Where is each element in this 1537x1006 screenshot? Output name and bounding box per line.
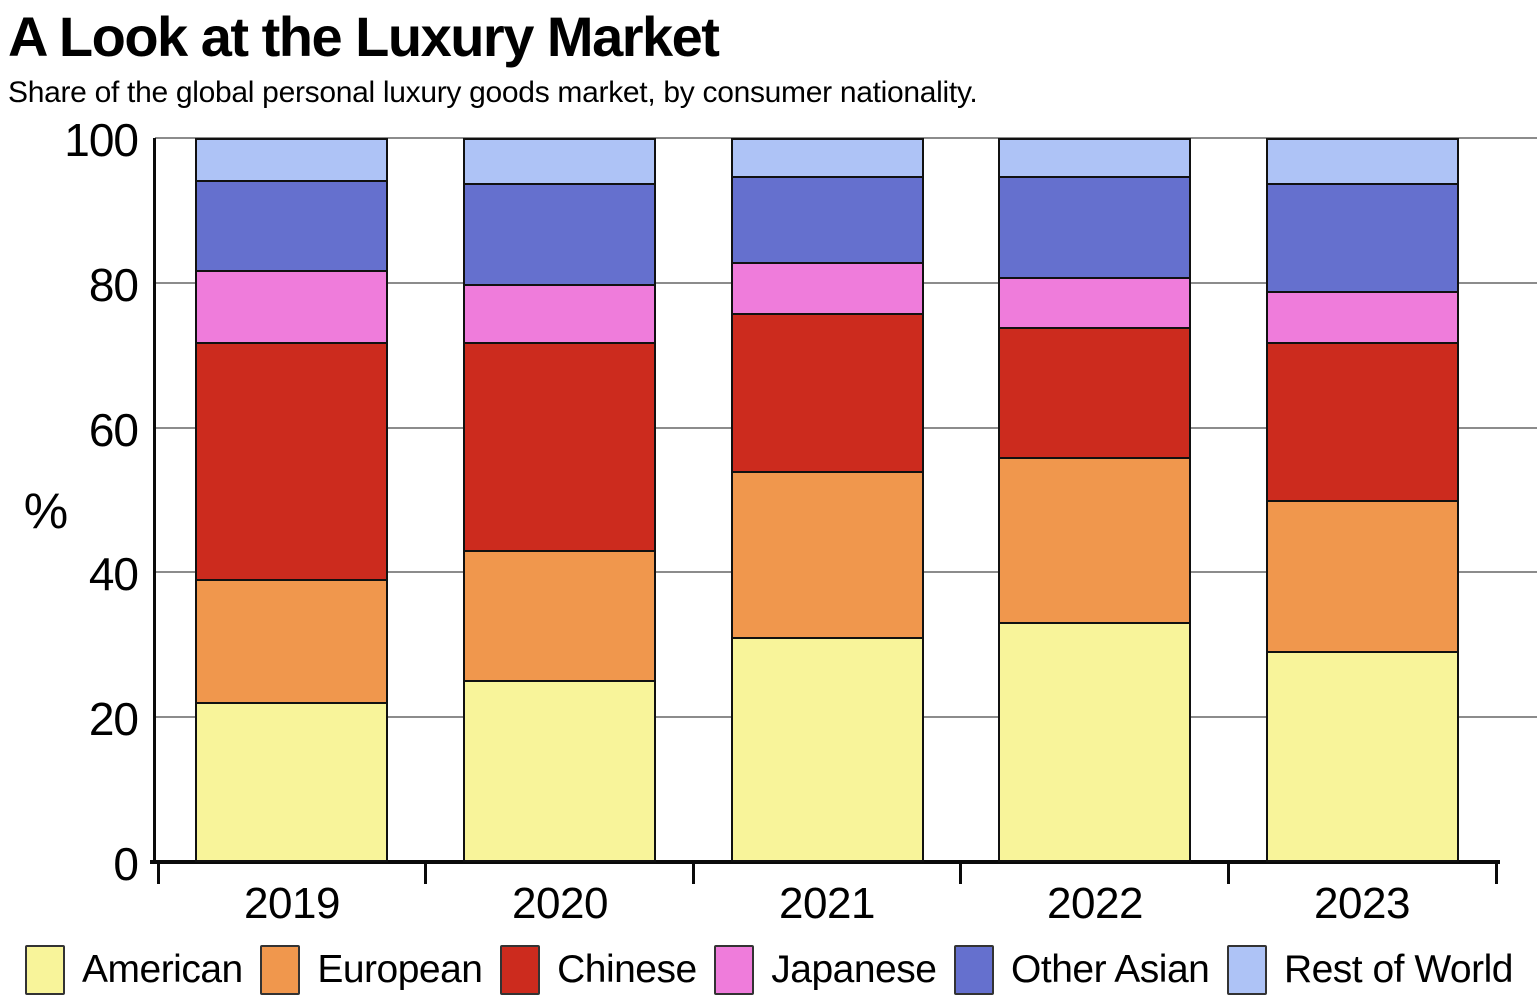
bar-segment-2019-european: [197, 579, 386, 702]
x-axis-tick: [157, 862, 160, 884]
bar-segment-2021-european: [733, 471, 922, 637]
bar-segment-2021-american: [733, 636, 922, 860]
legend-label: Rest of World: [1283, 948, 1514, 991]
x-axis-tick: [1227, 862, 1230, 884]
y-tick-label: 80: [88, 259, 139, 311]
y-axis-title: %: [23, 483, 69, 539]
x-tick-label-2019: 2019: [244, 879, 340, 928]
bar-segment-2019-japanese: [197, 269, 386, 342]
bar-segment-2022-japanese: [1000, 276, 1189, 328]
x-tick-label-2021: 2021: [779, 879, 875, 928]
legend-swatch: [954, 945, 995, 995]
y-tick-label: 40: [88, 548, 139, 600]
bar-segment-2023-japanese: [1268, 291, 1457, 342]
legend-item-other-asian: Other Asian: [954, 945, 1210, 995]
bar-segment-2023-chinese: [1268, 341, 1457, 500]
bar-segment-2019-other-asian: [197, 179, 386, 270]
bar-segment-2022-other-asian: [1000, 176, 1189, 277]
bar-segment-2020-japanese: [465, 283, 654, 342]
x-axis-tick: [959, 862, 962, 884]
bar-segment-2020-rest-of-world: [465, 140, 654, 184]
x-tick-label-2023: 2023: [1314, 879, 1410, 928]
legend-swatch: [25, 945, 65, 995]
legend-item-japanese: Japanese: [714, 945, 937, 995]
bar-segment-2020-european: [465, 550, 654, 680]
legend-label: Chinese: [557, 948, 697, 991]
bar-segment-2020-chinese: [465, 341, 654, 551]
y-tick-label: 0: [113, 838, 139, 890]
bar-segment-2021-other-asian: [733, 176, 922, 263]
x-axis-line: [150, 860, 1500, 864]
chart-title: A Look at the Luxury Market: [8, 5, 720, 68]
x-tick-label-2020: 2020: [512, 879, 608, 928]
bar-segment-2023-european: [1268, 499, 1457, 652]
bar-segment-2019-american: [197, 701, 386, 860]
bar-2020: [463, 138, 656, 862]
legend-swatch: [1226, 945, 1267, 995]
legend-item-european: European: [260, 945, 483, 995]
legend-label: Other Asian: [1011, 948, 1210, 991]
legend-swatch: [260, 945, 301, 995]
bar-segment-2022-american: [1000, 622, 1189, 860]
y-tick-label: 60: [88, 404, 139, 456]
chart-subtitle: Share of the global personal luxury good…: [8, 76, 978, 109]
legend-label: European: [317, 948, 483, 991]
bar-segment-2022-chinese: [1000, 327, 1189, 457]
y-axis-line: [153, 138, 156, 864]
bar-segment-2021-rest-of-world: [733, 140, 922, 176]
bar-segment-2022-rest-of-world: [1000, 140, 1189, 176]
bar-segment-2021-japanese: [733, 262, 922, 313]
bar-segment-2021-chinese: [733, 312, 922, 472]
bar-segment-2023-american: [1268, 651, 1457, 860]
y-tick-label: 20: [88, 693, 139, 745]
bar-2022: [998, 138, 1191, 862]
bar-segment-2019-rest-of-world: [197, 140, 386, 180]
bar-segment-2023-rest-of-world: [1268, 140, 1457, 184]
bar-segment-2023-other-asian: [1268, 183, 1457, 292]
x-axis-tick: [424, 862, 427, 884]
bar-segment-2020-american: [465, 679, 654, 860]
legend-label: Japanese: [771, 948, 937, 991]
legend-item-rest-of-world: Rest of World: [1226, 945, 1514, 995]
legend: American European Chinese Japanese Other Asi…: [25, 940, 1513, 1000]
bar-segment-2019-chinese: [197, 341, 386, 580]
legend-swatch: [714, 945, 755, 995]
bar-2023: [1266, 138, 1459, 862]
x-axis-tick: [1495, 862, 1498, 884]
legend-swatch: [500, 945, 541, 995]
x-tick-label-2022: 2022: [1047, 879, 1143, 928]
bar-segment-2020-other-asian: [465, 183, 654, 284]
legend-label: American: [82, 948, 243, 991]
x-axis-tick: [692, 862, 695, 884]
legend-item-chinese: Chinese: [500, 945, 697, 995]
legend-item-american: American: [25, 945, 243, 995]
bar-2021: [731, 138, 924, 862]
bar-2019: [195, 138, 388, 862]
y-tick-label: 100: [64, 114, 139, 166]
bar-segment-2022-european: [1000, 456, 1189, 623]
